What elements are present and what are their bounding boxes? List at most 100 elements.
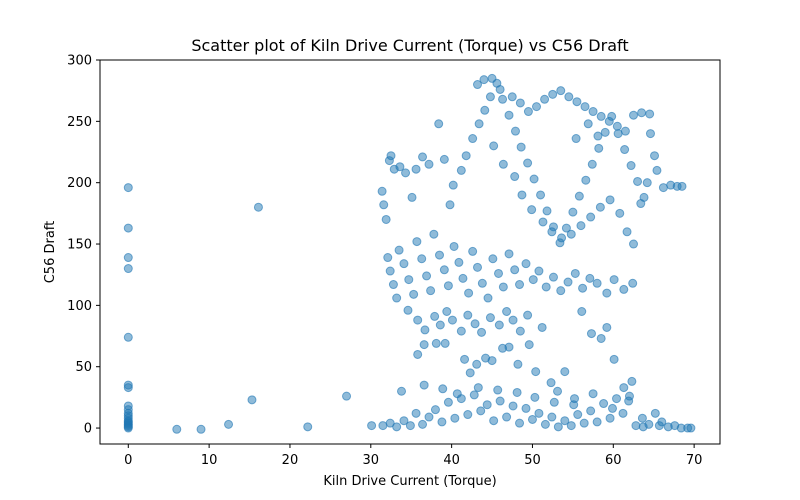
data-point [602, 288, 612, 298]
y-axis-label: C56 Draft [43, 221, 58, 284]
data-point [403, 305, 413, 315]
data-point [508, 315, 518, 325]
data-point [547, 227, 557, 237]
data-point [527, 414, 537, 424]
data-point [430, 405, 440, 415]
data-point [473, 262, 482, 272]
data-point [517, 190, 527, 200]
y-tick-label: 100 [67, 299, 92, 314]
data-point [556, 86, 566, 96]
data-point [521, 259, 531, 269]
data-point [553, 386, 563, 396]
data-point [413, 349, 423, 359]
data-point [605, 195, 615, 205]
data-point [123, 383, 133, 393]
data-point [224, 419, 234, 429]
data-point [580, 102, 590, 112]
data-point [445, 200, 455, 210]
data-point [595, 202, 605, 212]
data-point [540, 419, 550, 429]
data-point [485, 92, 495, 102]
data-point [631, 421, 641, 431]
x-tick-label: 10 [201, 453, 218, 468]
data-point [123, 332, 133, 342]
data-point [542, 206, 552, 216]
data-point [413, 315, 423, 325]
data-point [493, 385, 503, 395]
data-point [397, 386, 407, 396]
data-point [516, 142, 526, 152]
data-point [588, 389, 598, 399]
data-point [527, 205, 537, 215]
data-point [629, 110, 639, 120]
data-point [570, 268, 580, 278]
data-point [599, 399, 609, 409]
data-point [487, 356, 497, 366]
data-point [605, 413, 615, 423]
data-point [537, 322, 547, 332]
data-point [411, 408, 421, 418]
data-point [534, 266, 544, 276]
data-point [583, 119, 593, 129]
data-point [456, 165, 466, 175]
data-point [123, 264, 133, 274]
data-point [407, 192, 417, 202]
data-point [418, 419, 428, 429]
data-point [592, 417, 602, 427]
data-point [557, 233, 567, 243]
data-point [495, 84, 505, 94]
x-axis-label: Kiln Drive Current (Torque) [323, 474, 496, 489]
data-point [561, 223, 571, 233]
data-point [531, 367, 541, 377]
data-point [450, 413, 460, 423]
data-point [498, 94, 508, 104]
data-point [652, 165, 662, 175]
data-point [536, 190, 546, 200]
data-point [123, 223, 133, 233]
data-point [404, 275, 414, 285]
data-point [563, 277, 573, 287]
data-point [587, 159, 597, 169]
data-point [581, 175, 591, 185]
data-point [612, 121, 622, 131]
data-point [637, 108, 647, 118]
data-point [417, 254, 427, 264]
data-point [541, 282, 551, 292]
data-point [367, 421, 377, 431]
data-point [443, 281, 453, 291]
data-point [572, 97, 582, 107]
y-tick-label: 250 [67, 115, 92, 130]
data-point [609, 354, 619, 364]
data-point [468, 246, 478, 256]
data-point [435, 320, 445, 330]
data-point [586, 329, 596, 339]
data-point [569, 400, 579, 410]
data-point [452, 389, 462, 399]
data-point [626, 161, 636, 171]
data-point [422, 271, 432, 281]
data-point [586, 406, 596, 416]
data-point [629, 239, 639, 249]
data-point [405, 421, 415, 431]
data-point [385, 266, 395, 276]
data-point [392, 293, 402, 303]
data-point [487, 73, 497, 83]
data-point [504, 110, 514, 120]
data-point [498, 282, 508, 292]
data-point [442, 307, 452, 316]
data-point [585, 273, 595, 283]
data-point [429, 229, 439, 239]
data-point [377, 186, 387, 196]
data-point [609, 275, 619, 285]
data-point [461, 151, 471, 161]
data-point [439, 265, 449, 275]
data-point [638, 422, 648, 432]
data-point [515, 418, 525, 428]
x-tick-label: 30 [363, 453, 380, 468]
chart-title: Scatter plot of Kiln Drive Current (Torq… [191, 36, 628, 55]
data-point [477, 278, 487, 288]
y-tick-label: 300 [67, 54, 92, 69]
data-point [488, 254, 498, 264]
data-point [448, 180, 458, 190]
data-point [622, 227, 632, 237]
